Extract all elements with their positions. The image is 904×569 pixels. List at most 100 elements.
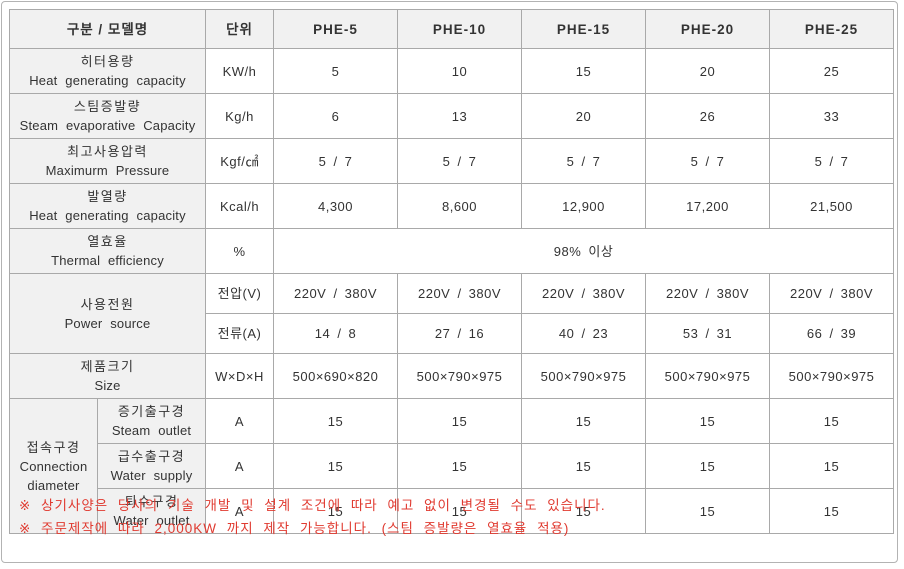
- value-cell: 40 / 23: [521, 313, 647, 354]
- value-cell: 15: [645, 488, 771, 534]
- value-cell: 15: [397, 443, 523, 489]
- row-label: 사용전원 Power source: [8, 273, 207, 354]
- header-category: 구분 / 모델명: [8, 9, 207, 49]
- row-label-connection: 접속구경 Connection diameter: [9, 398, 98, 534]
- row-size: 제품크기 Size W×D×H 500×690×820 500×790×975 …: [8, 353, 895, 399]
- value-cell: 15: [521, 398, 647, 444]
- row-heater-capacity: 히터용량 Heat generating capacity KW/h 5 10 …: [8, 48, 895, 94]
- row-label-en: Thermal efficiency: [51, 253, 164, 268]
- header-model-phe-15: PHE-15: [521, 9, 647, 49]
- row-water-outlet: 퇴수구경 Water outlet A 15 15 15 15 15: [10, 488, 895, 534]
- row-label-ko: 사용전원: [80, 296, 135, 312]
- row-steam-outlet: 접속구경 Connection diameter 증기출구경 Steam out…: [9, 398, 895, 534]
- value-cell: 5: [273, 48, 399, 94]
- row-label-en: Steam evaporative Capacity: [19, 118, 196, 133]
- unit-cell: Kg/h: [205, 93, 275, 139]
- sub-label-en: Water supply: [110, 468, 193, 483]
- value-cell: 500×790×975: [397, 353, 523, 399]
- sub-label-en: Water outlet: [113, 513, 190, 528]
- value-cell: 15: [521, 48, 647, 94]
- value-cell: 21,500: [769, 183, 895, 229]
- row-label-ko: 열효율: [87, 234, 128, 249]
- header-row: 구분 / 모델명 단위 PHE-5 PHE-10 PHE-15 PHE-20 P…: [8, 9, 895, 49]
- row-label-ko: 스팀증발량: [73, 99, 142, 114]
- row-label: 발열량 Heat generating capacity: [8, 183, 207, 229]
- unit-cell: W×D×H: [205, 353, 275, 399]
- value-cell: 14 / 8: [273, 313, 399, 354]
- row-label-en: Size: [94, 378, 121, 393]
- value-cell: 220V / 380V: [397, 273, 523, 314]
- header-model-phe-20: PHE-20: [645, 9, 771, 49]
- sub-label-ko: 증기출구경: [117, 404, 186, 419]
- value-cell: 5 / 7: [397, 138, 523, 184]
- row-label: 최고사용압력 Maximurm Pressure: [8, 138, 207, 184]
- value-cell: 500×790×975: [645, 353, 771, 399]
- unit-cell: KW/h: [205, 48, 275, 94]
- value-cell: 15: [273, 398, 399, 444]
- row-label-en: Power source: [64, 315, 151, 331]
- value-cell: 17,200: [645, 183, 771, 229]
- value-cell: 500×690×820: [273, 353, 399, 399]
- value-cell: 10: [397, 48, 523, 94]
- row-label-ko: 히터용량: [80, 54, 135, 69]
- sub-label: 퇴수구경 Water outlet: [96, 488, 207, 534]
- unit-cell: Kgf/㎠: [205, 138, 275, 184]
- value-cell: 15: [769, 488, 895, 534]
- row-label-ko: 최고사용압력: [67, 144, 148, 159]
- value-cell: 33: [769, 93, 895, 139]
- footnote-line: ※ 주문제작에 따라 2,000KW 까지 제작 가능합니다. (스팀 증발량은…: [19, 521, 570, 536]
- row-power-voltage: 사용전원 Power source 전압(V) 220V / 380V 220V…: [8, 273, 895, 354]
- value-cell: 15: [645, 443, 771, 489]
- value-cell: 5 / 7: [769, 138, 895, 184]
- row-label-ko: 발열량: [87, 189, 128, 204]
- sub-label-ko: 급수출구경: [117, 449, 186, 464]
- row-label: 열효율 Thermal efficiency: [8, 228, 207, 274]
- sub-label: 증기출구경 Steam outlet: [96, 398, 207, 444]
- value-cell: 500×790×975: [521, 353, 647, 399]
- spec-table: 구분 / 모델명 단위 PHE-5 PHE-10 PHE-15 PHE-20 P…: [8, 9, 895, 534]
- header-model-phe-25: PHE-25: [769, 9, 895, 49]
- value-cell: 5 / 7: [521, 138, 647, 184]
- footnote-line: ※ 상기사양은 당사의 기술 개발 및 설계 조건에 따라 예고 없이 변경될 …: [19, 498, 606, 513]
- value-cell: 500×790×975: [769, 353, 895, 399]
- value-cell: 26: [645, 93, 771, 139]
- row-label: 제품크기 Size: [8, 353, 207, 399]
- row-thermal-efficiency: 열효율 Thermal efficiency % 98% 이상: [8, 228, 895, 274]
- value-cell: 15: [521, 443, 647, 489]
- header-unit: 단위: [205, 9, 275, 49]
- value-cell: 5 / 7: [273, 138, 399, 184]
- row-label-ko: 제품크기: [80, 359, 135, 374]
- value-cell: 5 / 7: [645, 138, 771, 184]
- unit-cell: A: [205, 398, 275, 444]
- value-cell: 220V / 380V: [521, 273, 647, 314]
- row-label-ko: 접속구경: [26, 439, 81, 455]
- sub-label: 급수출구경 Water supply: [96, 443, 207, 489]
- value-cell: 220V / 380V: [645, 273, 771, 314]
- unit-cell: A: [205, 443, 275, 489]
- unit-cell: 전류(A): [205, 313, 275, 354]
- value-cell: 220V / 380V: [273, 273, 399, 314]
- sub-label-ko: 퇴수구경: [124, 494, 179, 509]
- value-cell: 15: [273, 488, 399, 534]
- sub-label-en: Steam outlet: [111, 423, 192, 438]
- value-cell: 220V / 380V: [769, 273, 895, 314]
- value-cell: 13: [397, 93, 523, 139]
- value-cell: 25: [769, 48, 895, 94]
- value-cell: 15: [521, 488, 647, 534]
- value-cell: 20: [521, 93, 647, 139]
- value-cell: 27 / 16: [397, 313, 523, 354]
- row-max-pressure: 최고사용압력 Maximurm Pressure Kgf/㎠ 5 / 7 5 /…: [8, 138, 895, 184]
- value-cell: 6: [273, 93, 399, 139]
- value-cell: 15: [645, 398, 771, 444]
- row-water-supply: 급수출구경 Water supply A 15 15 15 15 15: [10, 443, 895, 489]
- value-cell: 15: [769, 398, 895, 444]
- row-label: 히터용량 Heat generating capacity: [8, 48, 207, 94]
- value-cell: 15: [273, 443, 399, 489]
- value-cell: 15: [769, 443, 895, 489]
- row-label-en: Heat generating capacity: [29, 208, 186, 223]
- footnotes: ※ 상기사양은 당사의 기술 개발 및 설계 조건에 따라 예고 없이 변경될 …: [19, 494, 879, 540]
- row-label-en: Connection diameter: [19, 458, 88, 493]
- unit-cell: A: [205, 488, 275, 534]
- unit-cell: 전압(V): [205, 273, 275, 314]
- value-cell: 53 / 31: [645, 313, 771, 354]
